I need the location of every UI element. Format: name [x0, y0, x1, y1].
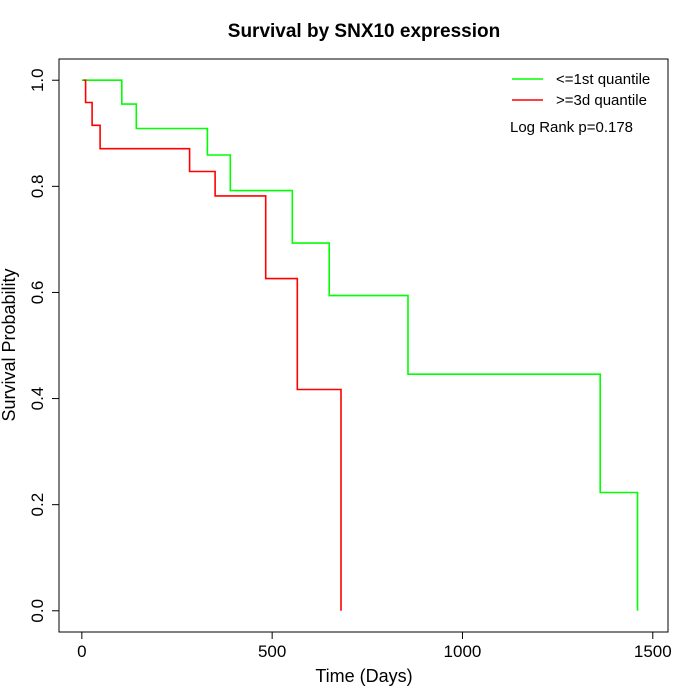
log-rank-annotation: Log Rank p=0.178 [510, 119, 633, 136]
x-tick-label: 500 [258, 642, 286, 661]
y-tick-label: 0.6 [28, 281, 47, 305]
x-axis-label: Time (Days) [315, 666, 412, 686]
plot-frame [58, 58, 669, 633]
legend-label: >=3d quantile [556, 92, 647, 109]
y-axis: 0.0 0.2 0.4 0.6 0.8 1.0 [28, 68, 60, 623]
y-tick-label: 0.8 [28, 175, 47, 199]
x-tick-label: 0 [77, 642, 86, 661]
y-tick-label: 0.0 [28, 599, 47, 623]
x-axis: 0 500 1000 1500 [77, 631, 672, 661]
y-tick-label: 0.4 [28, 387, 47, 411]
legend-label: <=1st quantile [556, 71, 650, 88]
series-layer [81, 79, 639, 611]
legend: <=1st quantile >=3d quantile [512, 71, 650, 109]
y-tick-label: 0.2 [28, 493, 47, 517]
y-tick-label: 1.0 [28, 68, 47, 92]
chart-title: Survival by SNX10 expression [228, 21, 500, 42]
survival-curve-series-2 [83, 79, 342, 611]
y-axis-label: Survival Probability [0, 268, 19, 421]
x-tick-label: 1500 [634, 642, 672, 661]
x-tick-label: 1000 [444, 642, 482, 661]
survival-curve-series-1 [81, 79, 639, 611]
